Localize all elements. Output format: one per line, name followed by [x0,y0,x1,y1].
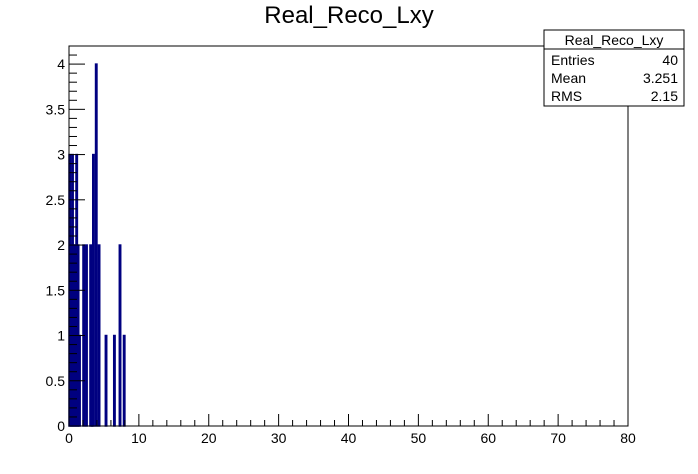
stats-rms-value: 2.15 [651,88,678,104]
histogram-bar-17 [118,244,122,427]
y-tick-label-6: 3 [57,147,65,163]
stats-rms-label: RMS [551,88,582,104]
y-tick-label-5: 2.5 [46,192,66,208]
x-tick-label-7: 70 [550,430,566,446]
stats-box-frame [543,29,685,107]
stats-box-title: Real_Reco_Lxy [565,32,664,48]
histogram-bar-16 [112,334,116,427]
x-tick-label-8: 80 [620,430,636,446]
y-tick-label-7: 3.5 [46,101,66,117]
y-tick-label-2: 1 [57,328,65,344]
chart-title: Real_Reco_Lxy [264,2,433,29]
stats-entries-value: 40 [662,52,678,68]
stats-mean-value: 3.251 [643,70,678,86]
x-tick-label-0: 0 [65,430,73,446]
histogram-bar-14 [97,244,101,427]
x-tick-label-4: 40 [341,430,357,446]
x-tick-label-3: 30 [271,430,287,446]
y-tick-label-4: 2 [57,237,65,253]
histogram-bar-12 [92,153,95,427]
y-tick-label-1: 0.5 [46,373,66,389]
y-tick-label-3: 1.5 [46,282,66,298]
x-tick-label-5: 50 [411,430,427,446]
axes: 0 10 20 30 40 50 60 70 80 0 0.5 1 1.5 2 2.5 3 3.5 4 [46,45,636,446]
stats-mean-label: Mean [551,70,586,86]
histogram-bar-18 [122,334,126,427]
x-tick-label-6: 60 [480,430,496,446]
histogram-bar-15 [104,334,108,427]
histogram-bar-13 [94,63,98,427]
y-tick-label-8: 4 [57,56,65,72]
stats-box: Real_Reco_Lxy Entries 40 Mean 3.251 RMS … [543,29,685,107]
x-tick-label-2: 20 [201,430,217,446]
histogram-bar-9 [85,244,88,427]
x-tick-label-1: 10 [131,430,147,446]
y-tick-label-0: 0 [57,418,65,434]
stats-entries-label: Entries [551,52,595,68]
